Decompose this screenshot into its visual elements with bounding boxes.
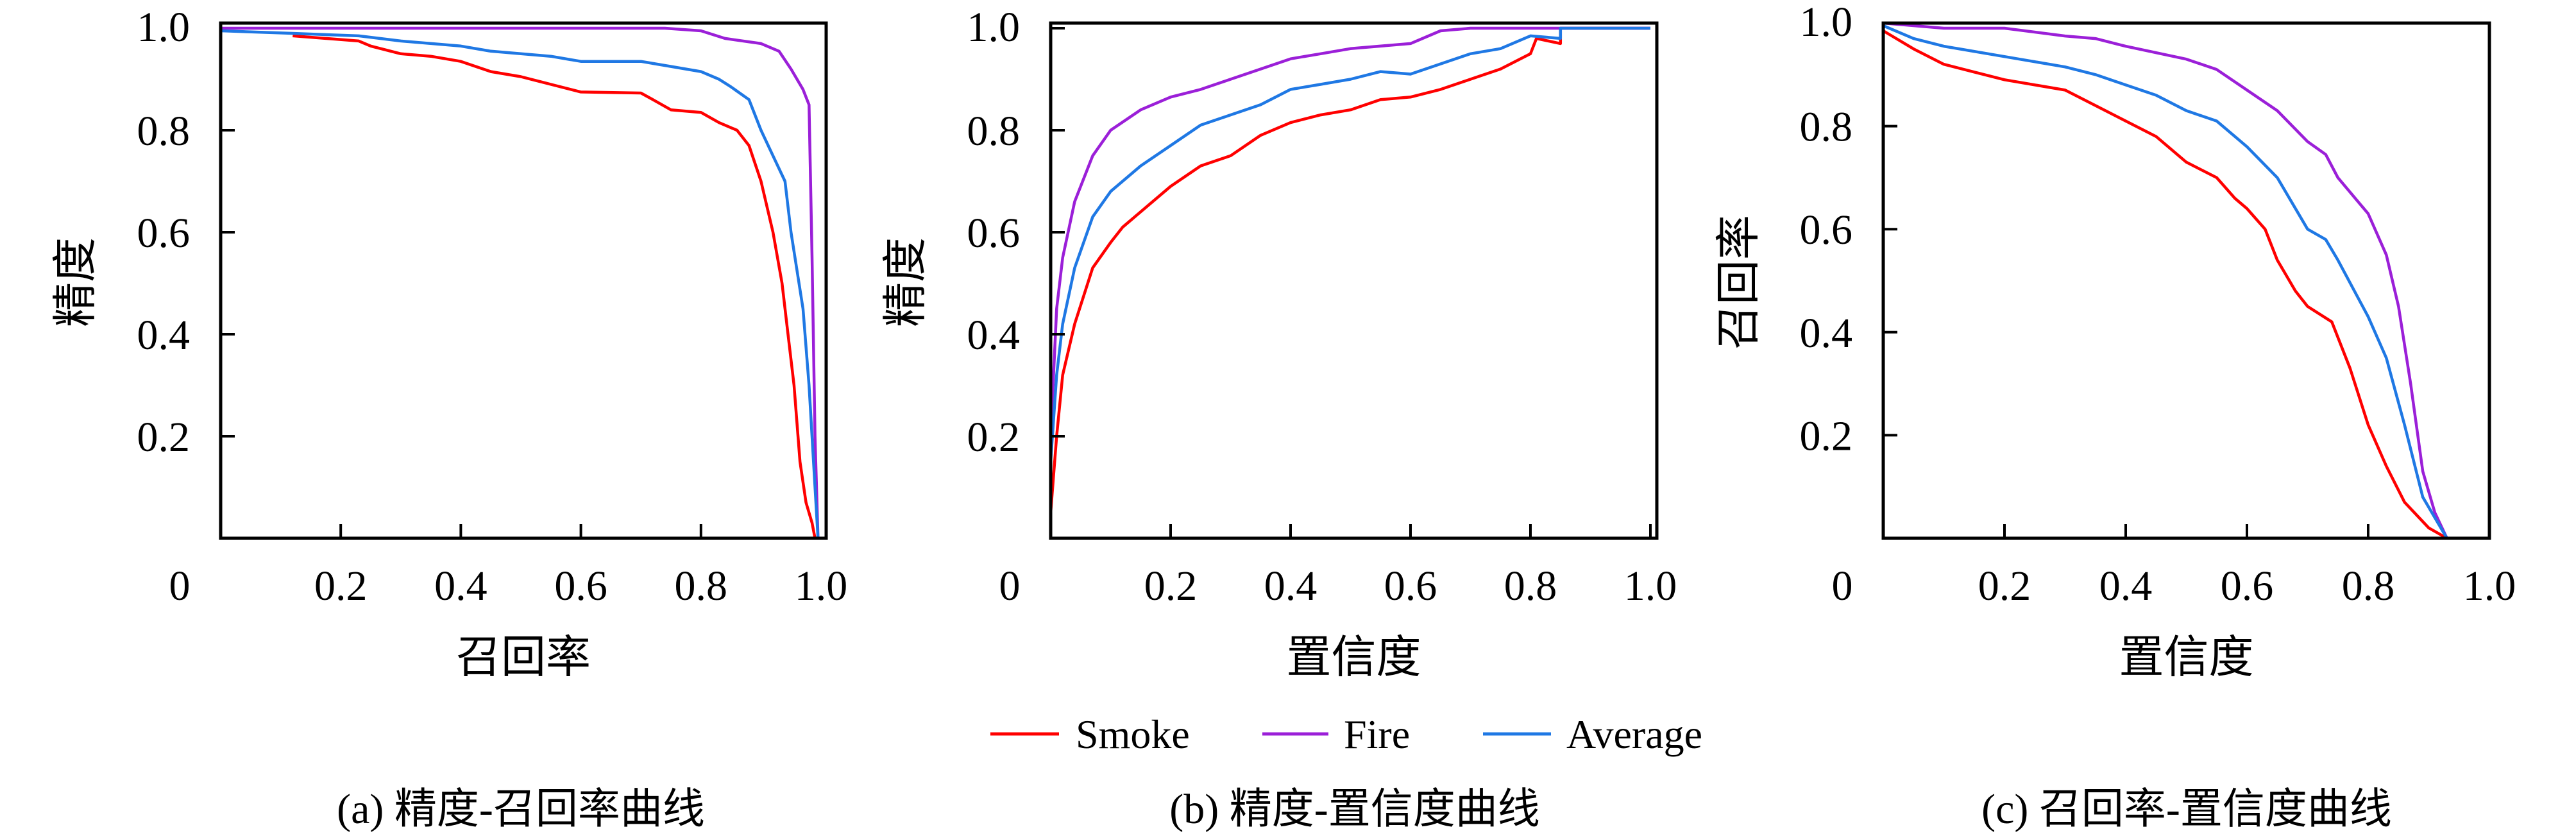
x-tick-label: 1.0 (2463, 563, 2516, 609)
series-line-average (220, 29, 820, 539)
legend-label-fire: Fire (1344, 711, 1410, 757)
subfigure-caption: (a) 精度-召回率曲线 (337, 786, 705, 833)
y-tick-label: 1.0 (137, 4, 191, 51)
y-axis-title: 精度 (881, 237, 931, 327)
chart-c: 0 0.2 0.4 0.6 0.8 1.0 0.2 0.4 0.6 0.8 1.0 置信度 召回率 (c)… (1715, 0, 2516, 833)
x-axis-title: 置信度 (1287, 633, 1421, 683)
x-axis-title: 召回率 (456, 633, 591, 683)
x-tick-label: 1.0 (1624, 563, 1677, 609)
y-tick-label: 0.6 (137, 210, 191, 257)
y-tick-label: 0.4 (967, 312, 1021, 359)
x-tick-label: 0 (169, 563, 191, 609)
plot-frame (219, 21, 828, 540)
y-tick-label: 0.2 (137, 414, 191, 461)
x-tick-label: 0.2 (1144, 563, 1198, 609)
series-line-fire (1049, 26, 1650, 437)
y-tick-label: 0.4 (1800, 310, 1853, 357)
plot-frame (1049, 21, 1659, 540)
y-tick-label: 0.8 (967, 108, 1021, 155)
x-axis-title: 置信度 (2119, 633, 2254, 683)
series-line-smoke (1882, 30, 2489, 540)
series-line-fire (221, 26, 820, 539)
x-tick-label: 0.8 (2342, 563, 2395, 609)
x-tick-label: 0.2 (314, 563, 368, 609)
y-tick-label: 0.8 (1800, 104, 1853, 151)
x-tick-label: 1.0 (795, 563, 848, 609)
x-tick-label: 0.4 (434, 563, 487, 609)
y-tick-label: 0.8 (137, 108, 191, 155)
x-tick-label: 0.8 (675, 563, 728, 609)
series-line-fire (1883, 21, 2489, 540)
legend-label-average: Average (1566, 711, 1702, 757)
x-tick-label: 0.4 (1264, 563, 1318, 609)
series-line-smoke (292, 34, 817, 539)
chart-b: 0 0.2 0.4 0.6 0.8 1.0 0.2 0.4 0.6 0.8 1.0 置信度 精度 (b) … (881, 4, 1677, 833)
y-tick-label: 0.6 (1800, 207, 1853, 253)
chart-a: 0 0.2 0.4 0.6 0.8 1.0 0.2 0.4 0.6 0.8 1.0 召回率 精度 (a) … (51, 4, 847, 833)
x-tick-label: 0 (1832, 563, 1853, 609)
y-axis-title: 精度 (51, 237, 101, 327)
subfigure-caption: (b) 精度-置信度曲线 (1169, 786, 1539, 833)
x-tick-label: 0.2 (1978, 563, 2031, 609)
x-tick-label: 0.4 (2099, 563, 2153, 609)
y-tick-label: 1.0 (967, 4, 1021, 51)
series-line-average (1883, 24, 2448, 540)
x-tick-label: 0 (999, 563, 1021, 609)
x-tick-label: 0.8 (1504, 563, 1557, 609)
y-tick-label: 0.4 (137, 312, 191, 359)
x-tick-label: 0.6 (554, 563, 607, 609)
y-axis-title: 召回率 (1715, 215, 1764, 350)
subfigure-caption: (c) 召回率-置信度曲线 (1981, 786, 2392, 833)
y-tick-label: 0.6 (967, 210, 1021, 257)
series-line-average (1049, 26, 1650, 462)
legend-label-smoke: Smoke (1076, 711, 1190, 757)
series-line-smoke (1049, 26, 1650, 513)
x-tick-label: 0.6 (2221, 563, 2274, 609)
y-tick-label: 0.2 (967, 414, 1021, 461)
x-tick-label: 0.6 (1384, 563, 1437, 609)
y-tick-label: 1.0 (1800, 0, 1853, 46)
plot-frame (1881, 21, 2491, 540)
legend: Smoke Fire Average (990, 711, 1702, 757)
y-tick-label: 0.2 (1800, 413, 1853, 459)
